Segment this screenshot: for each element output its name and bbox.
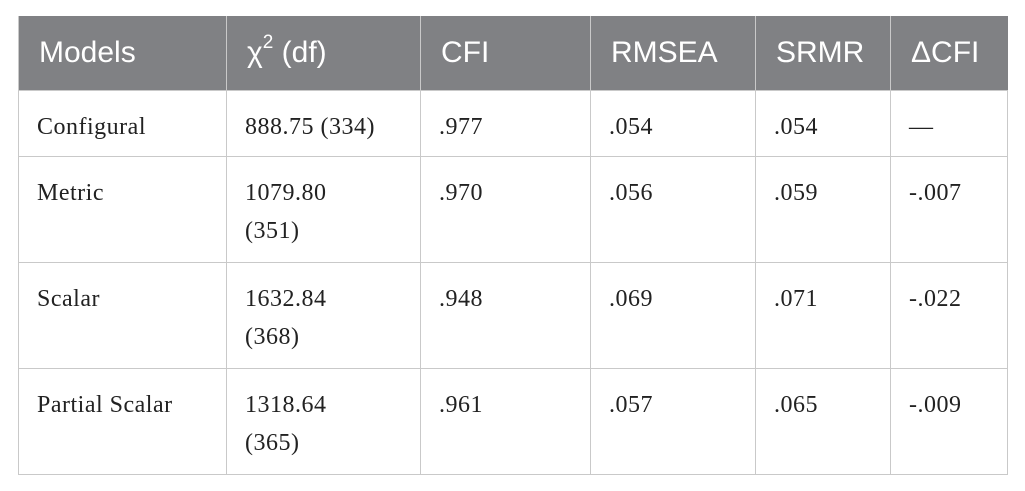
- table-cell: -.007: [890, 155, 1008, 263]
- cell-text: .071: [774, 285, 818, 312]
- table-cell: 1318.64 (365): [226, 367, 421, 475]
- table-cell: .065: [755, 367, 891, 475]
- table-row: Configural 888.75 (334) .977 .054 .054 —: [18, 89, 1008, 157]
- header-text: (df): [273, 35, 327, 69]
- table-cell: .057: [590, 367, 756, 475]
- cell-text: .948: [439, 285, 483, 312]
- cell-text: -.022: [909, 285, 962, 312]
- cell-text: 1079.80 (351): [245, 179, 327, 244]
- table-cell: —: [890, 89, 1008, 157]
- cell-text: .057: [609, 391, 653, 418]
- table-cell: -.009: [890, 367, 1008, 475]
- table-cell: Metric: [18, 155, 227, 263]
- table-cell: Scalar: [18, 261, 227, 369]
- table-cell: .970: [420, 155, 591, 263]
- header-symbol: χ: [247, 35, 263, 69]
- table-cell: .054: [590, 89, 756, 157]
- table-cell: Partial Scalar: [18, 367, 227, 475]
- cell-text: Configural: [37, 113, 146, 140]
- cell-text: .977: [439, 113, 483, 140]
- table-cell: 1632.84 (368): [226, 261, 421, 369]
- header-cell: Models: [18, 16, 227, 90]
- table-row: Partial Scalar 1318.64 (365) .961 .057 .065 -…: [18, 367, 1008, 475]
- table-body: Configural 888.75 (334) .977 .054 .054 — Metri…: [18, 89, 1008, 475]
- table-row: Metric 1079.80 (351) .970 .056 .059 -.007: [18, 155, 1008, 263]
- table-cell: .961: [420, 367, 591, 475]
- cell-text: .961: [439, 391, 483, 418]
- cell-text: -.009: [909, 391, 962, 418]
- cell-text: 888.75 (334): [245, 113, 375, 140]
- cell-text: .059: [774, 179, 818, 206]
- header-superscript: 2: [262, 31, 274, 53]
- cell-text: .056: [609, 179, 653, 206]
- table-cell: .054: [755, 89, 891, 157]
- table-cell: -.022: [890, 261, 1008, 369]
- header-cell: ΔCFI: [890, 16, 1008, 90]
- header-cell: RMSEA: [590, 16, 756, 90]
- cell-text: Scalar: [37, 285, 100, 312]
- header-cell: CFI: [420, 16, 591, 90]
- table-cell: .056: [590, 155, 756, 263]
- cell-text: .069: [609, 285, 653, 312]
- cell-text: Metric: [37, 179, 104, 206]
- table-cell: .059: [755, 155, 891, 263]
- table-row: Scalar 1632.84 (368) .948 .069 .071 -.022: [18, 261, 1008, 369]
- table-cell: .948: [420, 261, 591, 369]
- table-cell: .071: [755, 261, 891, 369]
- fit-table: Models χ2 (df) CFI RMSEA SRMR ΔCFI Configural…: [18, 16, 1008, 475]
- cell-text: 1632.84 (368): [245, 285, 327, 350]
- cell-text: —: [909, 113, 934, 140]
- cell-text: .054: [774, 113, 818, 140]
- header-row: Models χ2 (df) CFI RMSEA SRMR ΔCFI: [18, 16, 1008, 90]
- table-cell: .069: [590, 261, 756, 369]
- table-cell: 888.75 (334): [226, 89, 421, 157]
- table-cell: .977: [420, 89, 591, 157]
- table-cell: 1079.80 (351): [226, 155, 421, 263]
- table-cell: Configural: [18, 89, 227, 157]
- header-cell: χ2 (df): [226, 16, 421, 90]
- cell-text: .970: [439, 179, 483, 206]
- cell-text: Partial Scalar: [37, 391, 173, 418]
- cell-text: .054: [609, 113, 653, 140]
- cell-text: .065: [774, 391, 818, 418]
- cell-text: 1318.64 (365): [245, 391, 327, 456]
- cell-text: -.007: [909, 179, 962, 206]
- header-cell: SRMR: [755, 16, 891, 90]
